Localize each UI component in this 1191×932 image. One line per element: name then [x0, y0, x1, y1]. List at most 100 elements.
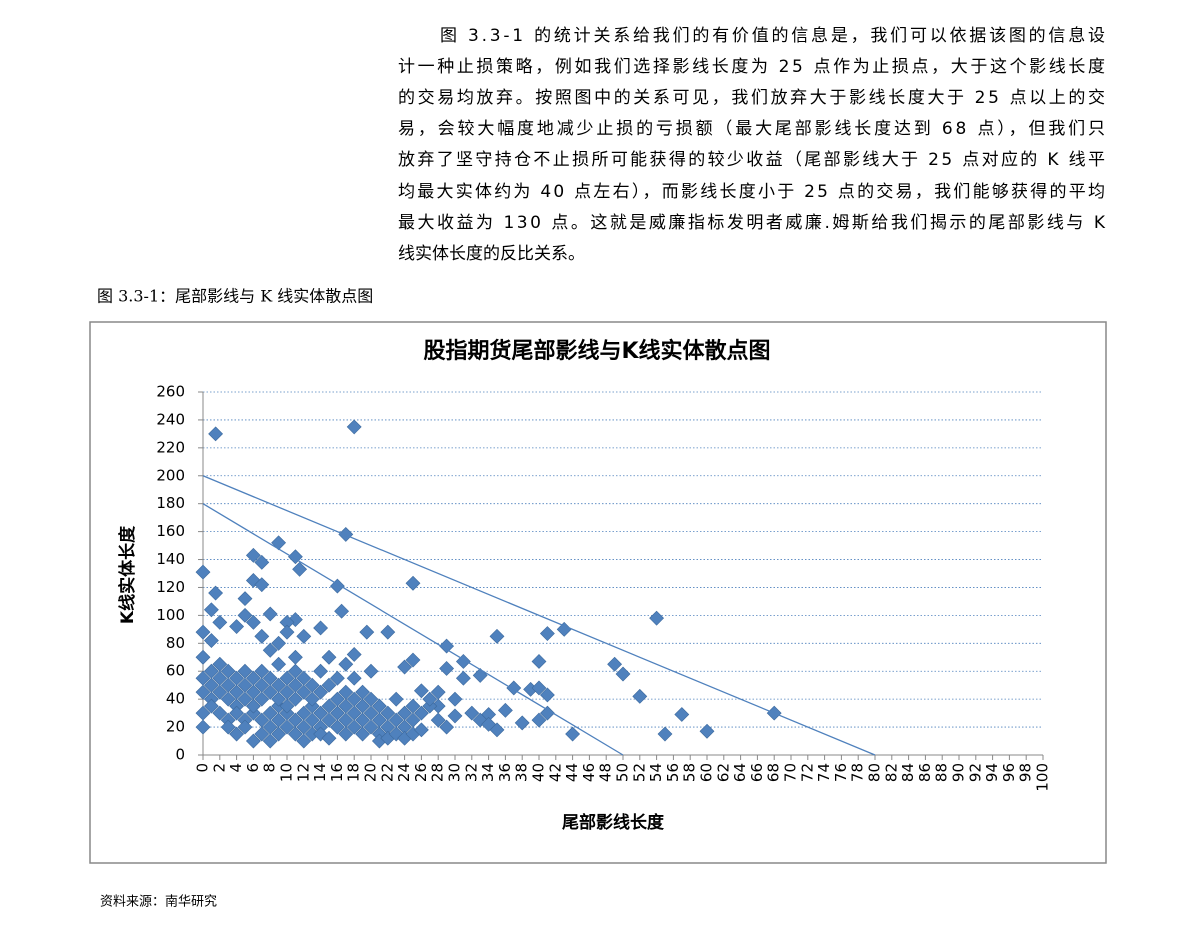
point — [674, 707, 690, 722]
point — [237, 607, 253, 623]
point — [271, 726, 287, 742]
point — [464, 705, 480, 721]
x-tick-label: 78 — [849, 763, 867, 782]
point — [313, 663, 329, 679]
point — [271, 635, 287, 651]
point — [338, 684, 354, 700]
x-tick-label: 4 — [227, 763, 245, 773]
point — [279, 624, 295, 640]
x-tick-label: 24 — [395, 763, 413, 782]
point — [271, 691, 287, 707]
para-line: 易，会较大幅度地减少止损的亏损额（最大尾部影线长度达到 68 点），但我们只 — [398, 119, 1105, 139]
x-tick-label: 22 — [378, 763, 396, 782]
trend-line — [202, 503, 624, 756]
para-line: 的交易均放弃。按照图中的关系可见，我们放弃大于影线长度大于 25 点以上的交 — [398, 88, 1105, 108]
x-tick-label: 84 — [899, 763, 917, 782]
point — [531, 654, 547, 669]
y-axis-label: K线实体长度 — [117, 525, 138, 624]
point — [313, 726, 329, 742]
point — [245, 547, 261, 563]
point — [237, 719, 253, 735]
point — [229, 705, 245, 721]
x-tick-label: 52 — [630, 763, 648, 782]
x-tick-label: 54 — [647, 763, 665, 782]
point — [321, 677, 337, 693]
x-tick-label: 36 — [496, 763, 514, 782]
point — [355, 726, 371, 742]
chart-frame — [89, 321, 1107, 864]
point — [346, 691, 362, 707]
y-tick-label: 240 — [156, 410, 185, 428]
x-tick-label: 94 — [983, 763, 1001, 782]
point — [220, 719, 236, 735]
point — [329, 578, 345, 594]
point — [229, 670, 245, 686]
point — [245, 573, 261, 588]
point — [313, 684, 329, 700]
point — [355, 698, 371, 714]
point — [237, 591, 253, 607]
point — [329, 670, 345, 686]
point — [346, 670, 362, 686]
x-tick-label: 98 — [1017, 763, 1035, 782]
y-tick-label: 40 — [166, 690, 185, 708]
point — [556, 621, 572, 637]
point — [208, 585, 224, 601]
y-tick-label: 180 — [156, 494, 185, 512]
point — [287, 726, 303, 742]
point — [254, 554, 270, 570]
point — [287, 677, 303, 693]
point — [245, 698, 261, 714]
x-tick-label: 40 — [530, 763, 548, 782]
point — [203, 602, 219, 618]
x-tick-label: 46 — [580, 763, 598, 782]
x-tick-label: 30 — [446, 763, 464, 782]
point — [506, 680, 522, 696]
x-tick-label: 80 — [866, 763, 884, 782]
point — [632, 688, 648, 704]
x-tick-label: 44 — [563, 763, 581, 782]
point — [262, 670, 278, 686]
x-tick-label: 48 — [597, 763, 615, 782]
y-tick-label: 220 — [156, 438, 185, 456]
x-tick-label: 72 — [798, 763, 816, 782]
point — [203, 698, 219, 714]
point — [287, 649, 303, 665]
point — [279, 698, 295, 714]
point — [296, 670, 312, 686]
y-tick-label: 0 — [175, 746, 185, 764]
point — [481, 716, 497, 732]
x-tick-label: 64 — [731, 763, 749, 782]
point — [649, 610, 665, 626]
y-tick-label: 80 — [166, 634, 185, 652]
x-tick-label: 88 — [933, 763, 951, 782]
y-tick-label: 140 — [156, 550, 185, 568]
x-tick-label: 74 — [815, 763, 833, 782]
point — [497, 702, 513, 718]
point — [380, 624, 396, 640]
point — [212, 614, 228, 630]
point — [229, 726, 245, 742]
point — [657, 726, 673, 742]
point — [539, 626, 555, 641]
figure-caption: 图 3.3-1：尾部影线与 K 线实体散点图 — [97, 287, 373, 306]
x-tick-label: 20 — [362, 763, 380, 782]
point — [195, 564, 211, 580]
chart-title: 股指期货尾部影线与K线实体散点图 — [423, 338, 770, 364]
x-tick-label: 6 — [244, 763, 262, 773]
point — [615, 666, 631, 682]
point — [422, 691, 438, 707]
x-tick-label: 50 — [614, 763, 632, 782]
point — [254, 677, 270, 693]
point — [531, 680, 547, 696]
point — [699, 723, 715, 739]
x-tick-label: 56 — [664, 763, 682, 782]
point — [296, 733, 312, 749]
point — [355, 684, 371, 700]
point — [203, 633, 219, 648]
point — [296, 684, 312, 700]
point — [254, 628, 270, 644]
point — [296, 628, 312, 644]
point — [237, 663, 253, 679]
